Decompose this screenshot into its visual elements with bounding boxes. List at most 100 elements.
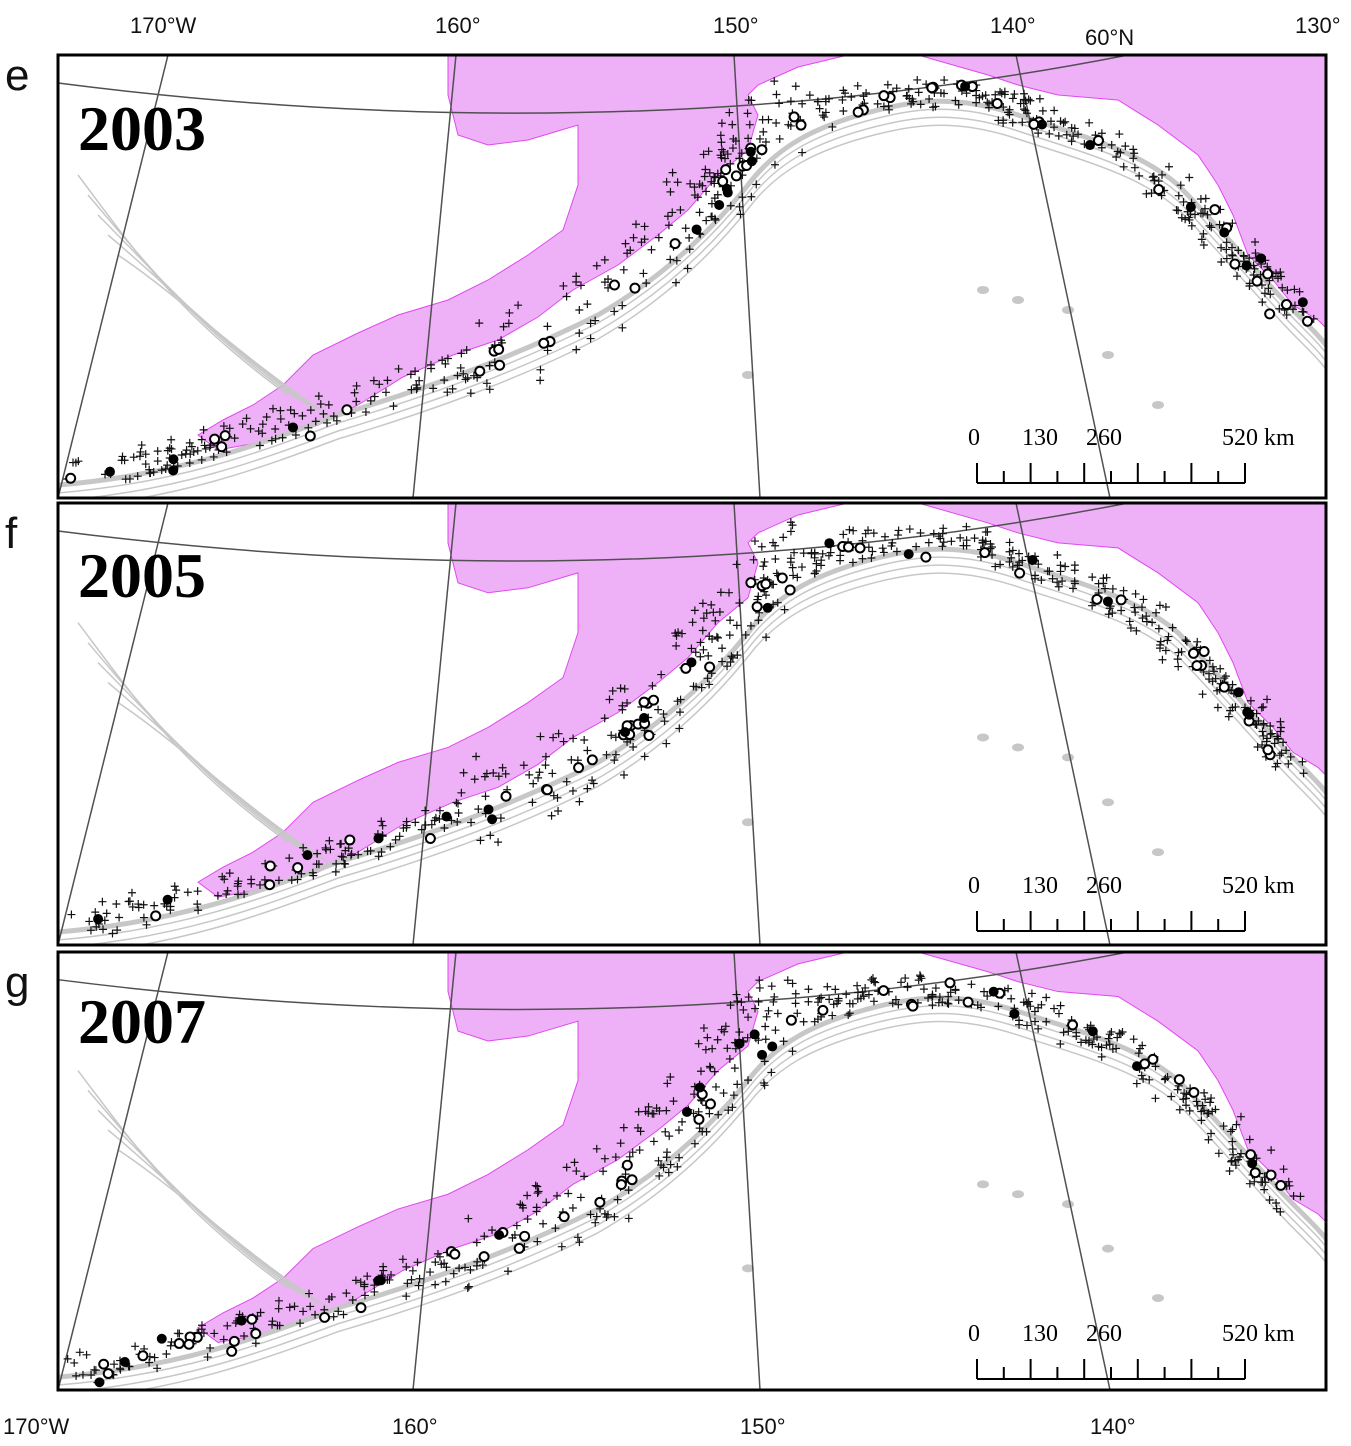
open-circle-marker	[558, 1211, 570, 1223]
open-circle-marker	[292, 862, 304, 874]
survey-cross-marker	[775, 134, 784, 143]
survey-cross-marker	[931, 984, 940, 993]
survey-cross-marker	[1027, 989, 1036, 998]
filled-circle-marker	[746, 156, 757, 167]
survey-cross-marker	[604, 275, 613, 284]
survey-cross-marker	[1282, 310, 1291, 319]
filled-circle-marker	[1102, 596, 1113, 607]
survey-cross-marker	[1208, 1107, 1217, 1116]
open-circle-marker	[474, 365, 486, 377]
survey-cross-marker	[361, 408, 370, 417]
survey-cross-marker	[610, 756, 619, 765]
survey-cross-marker	[1056, 1040, 1065, 1048]
survey-cross-marker	[262, 413, 271, 422]
survey-cross-marker	[954, 100, 963, 109]
survey-cross-marker	[1197, 1116, 1206, 1125]
graticule-meridian	[1015, 952, 1111, 1390]
survey-cross-marker	[452, 798, 461, 807]
survey-cross-marker	[623, 698, 632, 707]
survey-cross-marker	[271, 425, 280, 434]
survey-cross-marker	[655, 1172, 664, 1180]
survey-cross-marker	[225, 869, 234, 878]
scale-bar: 0 130 260 520 km	[968, 1321, 1295, 1380]
survey-cross-marker	[903, 983, 912, 992]
survey-cross-marker	[616, 1139, 625, 1148]
survey-cross-marker	[924, 994, 933, 1002]
survey-cross-marker	[1267, 729, 1276, 738]
survey-cross-marker	[847, 92, 856, 101]
open-circle-marker	[626, 1174, 638, 1186]
survey-cross-marker	[1278, 283, 1287, 292]
survey-cross-marker	[791, 989, 800, 998]
top-lon-label-150: 150°	[713, 13, 759, 38]
survey-cross-marker	[346, 851, 355, 860]
survey-cross-marker	[823, 982, 832, 991]
survey-cross-marker	[435, 1252, 444, 1261]
survey-cross-marker	[197, 1325, 206, 1334]
survey-cross-marker	[139, 900, 148, 909]
survey-cross-marker	[316, 400, 325, 409]
survey-cross-marker	[673, 697, 682, 706]
open-circle-marker	[615, 1179, 627, 1190]
survey-cross-marker	[737, 998, 746, 1007]
survey-cross-marker	[462, 346, 471, 355]
survey-cross-marker	[141, 460, 150, 469]
scale-label-130: 130	[1022, 1321, 1058, 1347]
survey-cross-marker	[712, 632, 721, 641]
open-circle-marker	[173, 1338, 185, 1349]
survey-cross-marker	[1125, 617, 1134, 626]
survey-cross-marker	[347, 849, 356, 858]
open-circle-marker	[756, 144, 768, 156]
survey-cross-marker	[313, 849, 322, 858]
survey-cross-marker	[356, 1278, 365, 1287]
map-layers	[58, 503, 1326, 945]
survey-cross-marker	[1221, 672, 1230, 681]
survey-cross-marker	[702, 609, 711, 618]
survey-cross-marker	[1158, 655, 1167, 664]
survey-cross-marker	[267, 436, 276, 445]
survey-cross-marker	[285, 854, 294, 863]
survey-cross-marker	[642, 279, 651, 288]
survey-cross-marker	[1234, 246, 1243, 255]
survey-cross-marker	[825, 995, 834, 1004]
open-circle-marker	[648, 694, 660, 706]
survey-cross-marker	[149, 468, 158, 477]
survey-cross-marker	[457, 349, 466, 358]
survey-cross-marker	[1015, 1016, 1024, 1025]
open-circle-marker	[717, 175, 729, 187]
open-circle-marker	[817, 1004, 829, 1016]
survey-cross-marker	[402, 817, 411, 826]
survey-cross-marker	[395, 832, 404, 841]
survey-cross-marker	[494, 838, 503, 847]
survey-cross-marker	[98, 897, 107, 906]
survey-cross-marker	[829, 1000, 838, 1009]
open-circle-marker	[250, 1328, 262, 1340]
filled-circle-marker	[988, 986, 999, 997]
survey-cross-marker	[791, 999, 800, 1008]
filled-circle-marker	[1084, 140, 1095, 151]
survey-cross-marker	[1258, 298, 1267, 307]
survey-cross-marker	[681, 224, 690, 233]
survey-cross-marker	[586, 319, 595, 328]
survey-cross-marker	[710, 179, 719, 188]
survey-cross-marker	[508, 1233, 517, 1242]
top-lat-label-60n: 60°N	[1085, 25, 1134, 50]
survey-cross-marker	[1266, 722, 1275, 731]
survey-cross-marker	[1250, 264, 1259, 273]
survey-cross-marker	[91, 908, 100, 917]
survey-cross-marker	[1137, 1071, 1146, 1080]
survey-cross-marker	[1014, 549, 1023, 558]
survey-cross-marker	[1172, 206, 1181, 215]
survey-cross-marker	[978, 92, 987, 101]
survey-cross-marker	[1074, 130, 1083, 139]
survey-cross-marker	[1174, 662, 1183, 671]
survey-cross-marker	[533, 1189, 542, 1197]
survey-cross-marker	[1018, 118, 1027, 127]
survey-cross-marker	[1102, 1041, 1111, 1050]
survey-cross-marker	[618, 701, 627, 710]
survey-cross-marker	[1217, 258, 1226, 267]
survey-cross-marker	[472, 1261, 481, 1270]
survey-cross-marker	[804, 997, 813, 1006]
survey-cross-marker	[672, 641, 681, 650]
survey-cross-marker	[449, 1269, 458, 1278]
